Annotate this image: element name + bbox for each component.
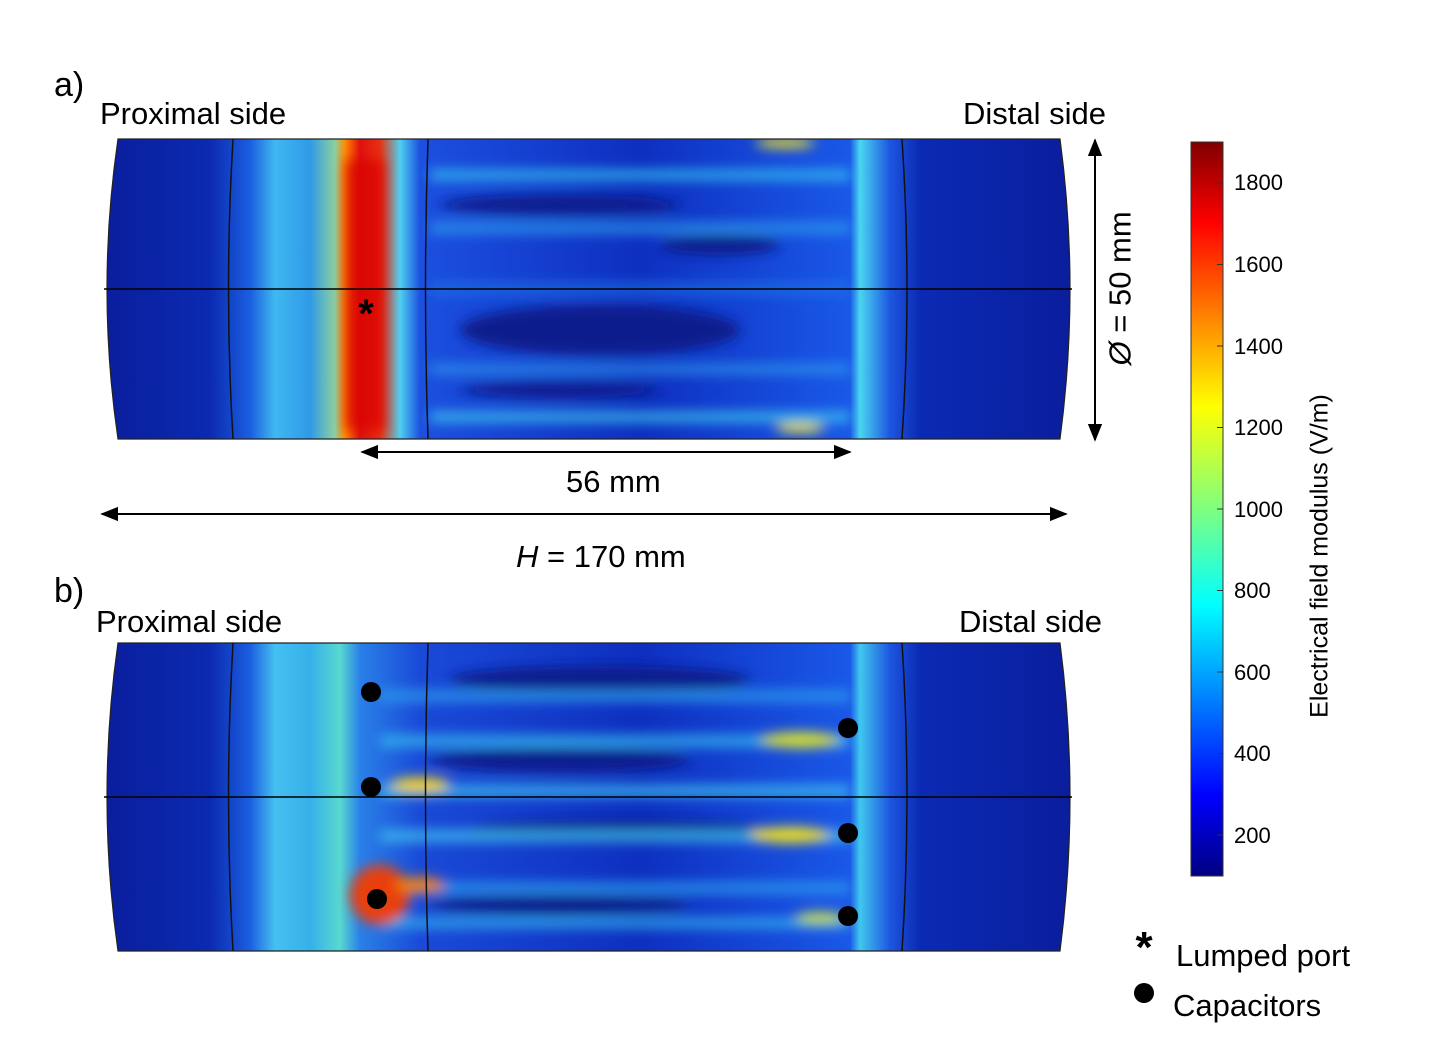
asterisk-icon: * [1135,923,1153,972]
legend-lumped-port-label: Lumped port [1176,938,1351,973]
panel-b-label: b) [54,572,85,610]
cylinder-b [104,642,1072,952]
distal-side-label-b: Distal side [959,604,1102,639]
cylinder-a [104,138,1072,440]
colorbar-tick: 200 [1234,823,1271,848]
panel-a-label: a) [54,66,85,104]
height-label: H = 170 mm [516,539,686,574]
colorbar-tick: 1800 [1234,170,1283,195]
inner-length-label: 56 mm [566,464,661,499]
colorbar-tick: 800 [1234,578,1271,603]
proximal-side-label-a: Proximal side [100,96,287,131]
lumped-port-marker: * [358,292,374,336]
colorbar-tick: 600 [1234,660,1271,685]
dot-icon [1134,983,1154,1003]
colorbar-title: Electrical field modulus (V/m) [1305,394,1334,718]
legend-capacitors-label: Capacitors [1173,988,1322,1023]
colorbar-tick: 1000 [1234,497,1283,522]
capacitor-dot [367,889,387,909]
capacitor-dot [838,823,858,843]
capacitor-dot [838,718,858,738]
colorbar-ticks [1217,182,1223,836]
capacitor-dot [361,682,381,702]
proximal-side-label-b: Proximal side [96,604,283,639]
colorbar [1190,141,1224,877]
colorbar-tick: 1600 [1234,252,1283,277]
colorbar-tick: 1400 [1234,334,1283,359]
capacitor-dot [838,906,858,926]
distal-side-label-a: Distal side [963,96,1106,131]
colorbar-tick: 400 [1234,741,1271,766]
diameter-label: Ø = 50 mm [1102,211,1138,366]
capacitor-dot [361,777,381,797]
capacitor-markers [361,682,858,926]
colorbar-tick: 1200 [1234,415,1283,440]
